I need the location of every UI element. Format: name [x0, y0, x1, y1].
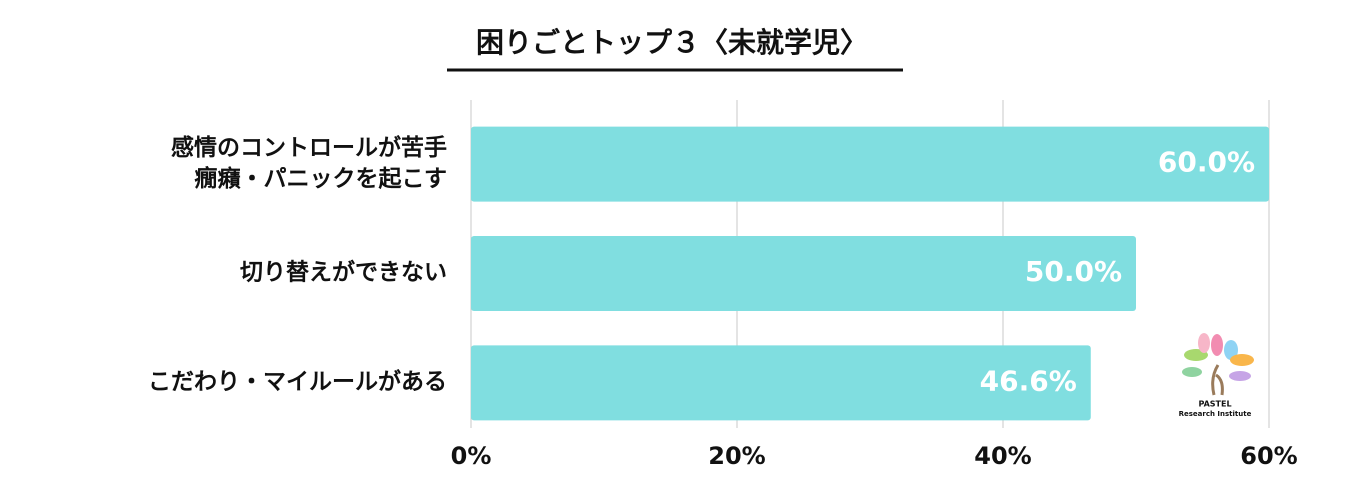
logo-leaf — [1229, 371, 1251, 381]
logo-trunk — [1211, 364, 1224, 396]
value-label: 60.0% — [1158, 146, 1255, 179]
y-tick-label: こだわり・マイルールがある — [148, 368, 447, 395]
logo: PASTEL Research Institute — [1179, 333, 1254, 418]
bar — [471, 126, 1269, 202]
logo-leaf — [1230, 354, 1254, 366]
x-tick-label: 20% — [708, 442, 765, 470]
bar — [471, 345, 1091, 421]
x-tick-label: 60% — [1240, 442, 1297, 470]
logo-leaf — [1198, 333, 1210, 353]
x-tick-label: 0% — [451, 442, 492, 470]
y-tick-label: 切り替えができない — [240, 259, 447, 286]
value-label: 46.6% — [980, 364, 1077, 397]
value-label: 50.0% — [1025, 255, 1122, 288]
logo-leaf — [1182, 367, 1202, 377]
chart-title: 困りごとトップ３〈未就学児〉 — [476, 26, 868, 59]
logo-leaf — [1224, 340, 1238, 360]
logo-leaf — [1211, 334, 1223, 356]
logo-subtitle: Research Institute — [1179, 410, 1252, 418]
x-tick-label: 40% — [974, 442, 1031, 470]
y-tick-label: 感情のコントロールが苦手癇癪・パニックを起こす — [171, 134, 447, 192]
logo-name: PASTEL — [1198, 400, 1231, 409]
bar — [471, 236, 1136, 311]
